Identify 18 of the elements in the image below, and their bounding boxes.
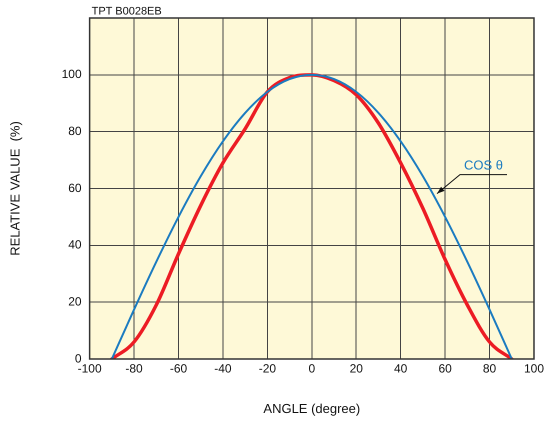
x-tick-label: 0 <box>308 362 316 376</box>
x-tick-label: 80 <box>482 362 497 376</box>
x-tick-label: 100 <box>524 362 544 376</box>
y-tick-label: 100 <box>62 67 82 82</box>
x-tick-label: 20 <box>350 362 364 376</box>
y-tick-label: 20 <box>68 294 82 308</box>
x-axis-title: ANGLE (degree) <box>263 400 360 416</box>
y-tick-label: 80 <box>68 124 82 138</box>
x-tick-label: -80 <box>125 362 144 376</box>
x-tick-label: -60 <box>170 362 188 376</box>
x-tick-label: 40 <box>394 362 408 376</box>
y-axis-title: RELATIVE VALUE (%) <box>7 121 22 256</box>
x-tick-label: -20 <box>258 362 276 376</box>
x-tick-label: -40 <box>214 362 232 376</box>
y-tick-label: 40 <box>68 238 82 252</box>
y-tick-label: 60 <box>68 180 82 195</box>
text: TPT B0028EB <box>92 6 162 18</box>
x-tick-label: 60 <box>438 362 452 376</box>
